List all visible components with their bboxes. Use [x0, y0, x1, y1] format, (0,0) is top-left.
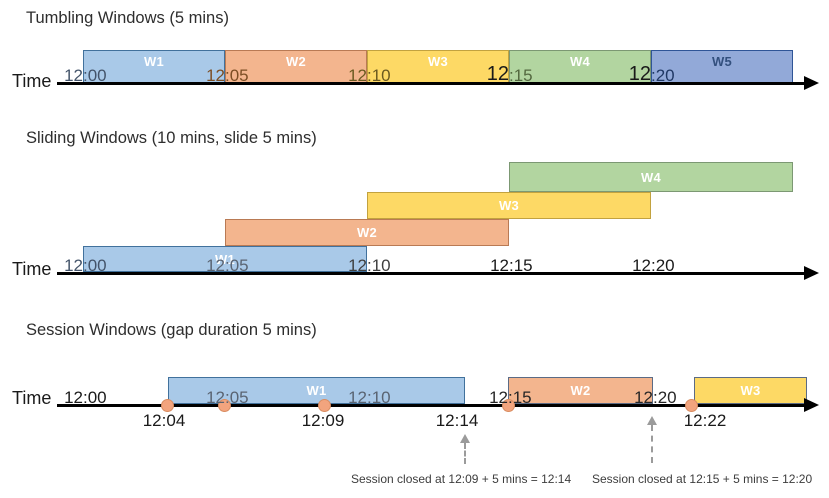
session-axis-arrowhead-icon	[804, 398, 819, 412]
event-dot	[502, 399, 515, 412]
sliding-time-axis-label: Time	[12, 259, 52, 279]
sliding-window-bar-w3: W3	[367, 192, 651, 219]
tumbling-title: Tumbling Windows (5 mins)	[26, 9, 229, 27]
sliding-window-bar-w4: W4	[509, 162, 793, 192]
event-dot	[218, 399, 231, 412]
arrow-shaft	[464, 443, 466, 464]
sliding-axis-arrowhead-icon	[804, 266, 819, 280]
window-label: W1	[214, 251, 236, 267]
window-label: W1	[306, 383, 327, 398]
session-title: Session Windows (gap duration 5 mins)	[26, 321, 317, 339]
session-window-bar-w1: W1	[168, 377, 465, 404]
event-dot	[685, 399, 698, 412]
sliding-window-bar-w1: W1	[83, 246, 367, 272]
session-close-arrow-up-icon	[460, 434, 470, 464]
window-label: W4	[569, 53, 591, 69]
tumbling-window-bar-w2: W2	[225, 50, 367, 83]
arrow-head	[460, 434, 470, 443]
arrow-head	[647, 416, 657, 425]
tumbling-time-axis	[57, 82, 804, 85]
session-time-axis-label: Time	[12, 388, 52, 408]
window-label: W4	[640, 169, 662, 185]
window-label: W2	[570, 383, 591, 398]
window-label: W2	[356, 225, 378, 240]
window-label: W3	[427, 53, 449, 69]
sliding-window-bar-w2: W2	[225, 219, 509, 246]
session-window-bar-w2: W2	[508, 377, 653, 404]
sliding-time-axis	[57, 272, 804, 275]
session-close-annotation-2: Session closed at 12:15 + 5 mins = 12:20	[592, 472, 813, 486]
tumbling-window-bar-w4: W4	[509, 50, 651, 83]
window-label: W3	[740, 383, 761, 398]
event-time-label-12-09: 12:09	[301, 411, 345, 430]
arrow-shaft	[651, 425, 653, 463]
window-label: W5	[711, 53, 733, 69]
window-label: W2	[285, 53, 307, 69]
event-dot	[318, 399, 331, 412]
window-label: W3	[498, 198, 520, 213]
tumbling-window-bar-w1: W1	[83, 50, 225, 83]
sliding-title: Sliding Windows (10 mins, slide 5 mins)	[26, 129, 317, 147]
window-label: W1	[143, 53, 165, 69]
tumbling-axis-arrowhead-icon	[804, 76, 819, 90]
session-time-axis	[57, 404, 804, 407]
tumbling-time-axis-label: Time	[12, 71, 52, 91]
session-close-arrow-up-icon	[647, 416, 657, 463]
event-dot	[161, 399, 174, 412]
event-time-label-12-04: 12:04	[142, 411, 186, 430]
event-time-label-12-14: 12:14	[435, 411, 479, 430]
tumbling-window-bar-w5: W5	[651, 50, 793, 83]
session-window-bar-w3: W3	[694, 377, 807, 404]
session-close-annotation-1: Session closed at 12:09 + 5 mins = 12:14	[351, 472, 572, 486]
event-time-label-12-22: 12:22	[683, 411, 727, 430]
